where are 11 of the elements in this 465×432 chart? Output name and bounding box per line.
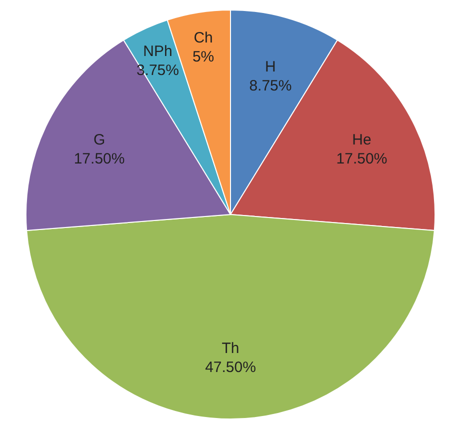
slice-label: Ch	[194, 29, 213, 46]
data-label: 8.75%	[249, 78, 292, 95]
data-label: 17.50%	[336, 150, 388, 168]
data-label: 5%	[192, 48, 214, 66]
slice-label: H	[265, 58, 276, 76]
slice-label: Th	[222, 340, 240, 357]
slice-label: NPh	[143, 42, 172, 60]
data-label: 17.50%	[74, 150, 125, 168]
slice-label: He	[352, 131, 372, 148]
data-label: 47.50%	[205, 358, 256, 376]
slice-label: G	[93, 131, 106, 148]
